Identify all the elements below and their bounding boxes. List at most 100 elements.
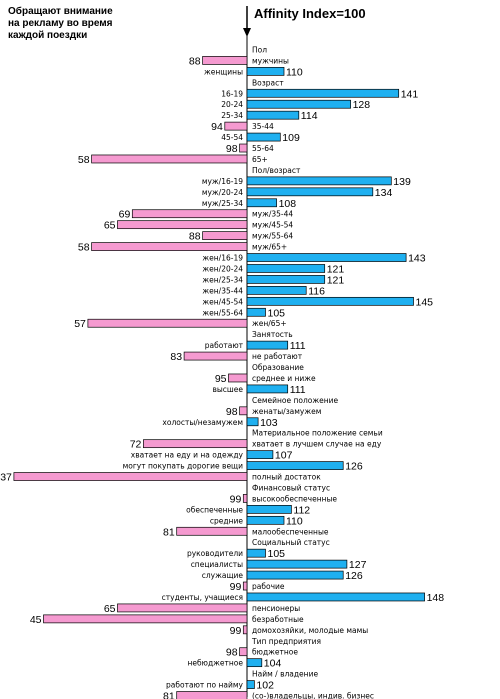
- bar: [246, 384, 289, 394]
- bar: [239, 143, 248, 153]
- value-label: 112: [293, 504, 310, 516]
- value-label: 98: [226, 647, 238, 659]
- bar: [176, 691, 248, 699]
- category-label: жен/25-34: [202, 275, 243, 284]
- value-label: 107: [275, 450, 293, 462]
- category-label: руководители: [187, 549, 243, 558]
- category-label: муж/55-64: [252, 232, 293, 241]
- bar: [91, 242, 248, 251]
- value-label: 105: [268, 307, 286, 319]
- bar: [91, 154, 248, 164]
- value-label: 105: [268, 548, 286, 560]
- category-label: домохозяйки, молодые мамы: [252, 626, 368, 635]
- value-label: 126: [345, 461, 363, 473]
- value-label: 65: [104, 603, 116, 615]
- section-header-label: Тип предприятия: [251, 637, 321, 646]
- category-label: работают по найму: [166, 681, 244, 690]
- bar: [246, 680, 255, 689]
- category-label: служащие: [202, 571, 244, 580]
- value-label: 95: [215, 373, 227, 385]
- value-label: 88: [189, 55, 201, 67]
- category-label: 35-44: [252, 122, 274, 131]
- category-label: жен/45-54: [202, 297, 243, 306]
- category-label: рабочие: [252, 582, 285, 591]
- section-header-label: Материальное положение семьи: [252, 429, 383, 438]
- category-label: специалисты: [191, 560, 243, 569]
- bar: [246, 450, 274, 459]
- section-header-label: Образование: [252, 363, 304, 372]
- bar: [246, 67, 285, 76]
- category-label: жен/35-44: [202, 286, 243, 295]
- bar: [87, 318, 248, 328]
- category-label: 55-64: [252, 144, 274, 153]
- category-label: бюджетное: [252, 648, 298, 657]
- category-label: не работают: [252, 352, 303, 361]
- category-label: 20-24: [221, 100, 243, 109]
- bar: [242, 494, 248, 503]
- bar: [131, 209, 248, 219]
- value-label: 121: [327, 263, 345, 275]
- bar: [246, 296, 414, 306]
- bar: [228, 373, 248, 383]
- section-header-label: Пол: [252, 45, 267, 54]
- category-label: жен/55-64: [202, 308, 243, 317]
- bar: [246, 176, 392, 186]
- bar: [246, 559, 348, 569]
- section-header-label: Занятость: [252, 330, 293, 339]
- value-label: 98: [226, 406, 238, 418]
- category-label: мужчины: [252, 56, 289, 65]
- value-label: 45: [30, 614, 42, 626]
- value-label: 69: [119, 209, 131, 221]
- category-label: обеспеченные: [186, 505, 243, 514]
- bar: [242, 625, 248, 635]
- bar: [246, 417, 259, 427]
- category-label: жен/16-19: [202, 254, 243, 263]
- value-label: 128: [353, 99, 371, 111]
- value-label: 98: [226, 143, 238, 155]
- bar: [246, 264, 326, 273]
- value-label: 141: [401, 88, 419, 100]
- value-label: 58: [78, 242, 90, 254]
- chart-subtitle-block: Обращают внимание на рекламу во время ка…: [8, 6, 158, 42]
- section-header-label: Социальный статус: [252, 538, 330, 547]
- bar: [246, 570, 344, 580]
- value-label: 81: [163, 526, 175, 538]
- value-label: 108: [279, 198, 297, 210]
- category-label: 45-54: [221, 133, 243, 142]
- bar: [242, 581, 248, 591]
- category-label: жен/20-24: [202, 264, 243, 273]
- category-label: высшее: [212, 385, 243, 394]
- value-label: 103: [260, 417, 278, 429]
- value-label: 99: [230, 625, 242, 637]
- value-label: 116: [308, 285, 325, 297]
- value-label: 111: [290, 340, 306, 352]
- bar: [13, 472, 248, 481]
- bar: [117, 603, 248, 613]
- category-label: могут покупать дорогие вещи: [123, 462, 244, 471]
- value-label: 127: [349, 559, 367, 571]
- category-label: хватает на еду и на одежду: [131, 451, 244, 460]
- value-label: 72: [130, 439, 142, 451]
- bar: [246, 110, 300, 120]
- bar: [246, 132, 281, 142]
- category-label: работают: [205, 341, 244, 350]
- category-label: женаты/замужем: [252, 407, 321, 416]
- category-label: малообеспеченные: [252, 527, 329, 536]
- bar: [246, 99, 351, 109]
- category-label: муж/16-19: [202, 177, 243, 186]
- bar: [246, 461, 344, 470]
- category-label: пенсионеры: [252, 604, 300, 613]
- value-label: 65: [104, 220, 116, 232]
- bar: [239, 647, 248, 657]
- category-label: муж/45-54: [252, 221, 293, 230]
- bar: [143, 439, 248, 449]
- bar: [246, 275, 326, 284]
- value-label: 134: [375, 187, 393, 199]
- category-label: 16-19: [221, 89, 243, 98]
- value-label: 111: [290, 384, 306, 396]
- bar: [246, 253, 407, 262]
- subtitle-line-2: на рекламу во время: [8, 18, 113, 29]
- bar: [246, 286, 307, 295]
- value-label: 94: [211, 121, 223, 133]
- category-label: муж/65+: [252, 243, 287, 252]
